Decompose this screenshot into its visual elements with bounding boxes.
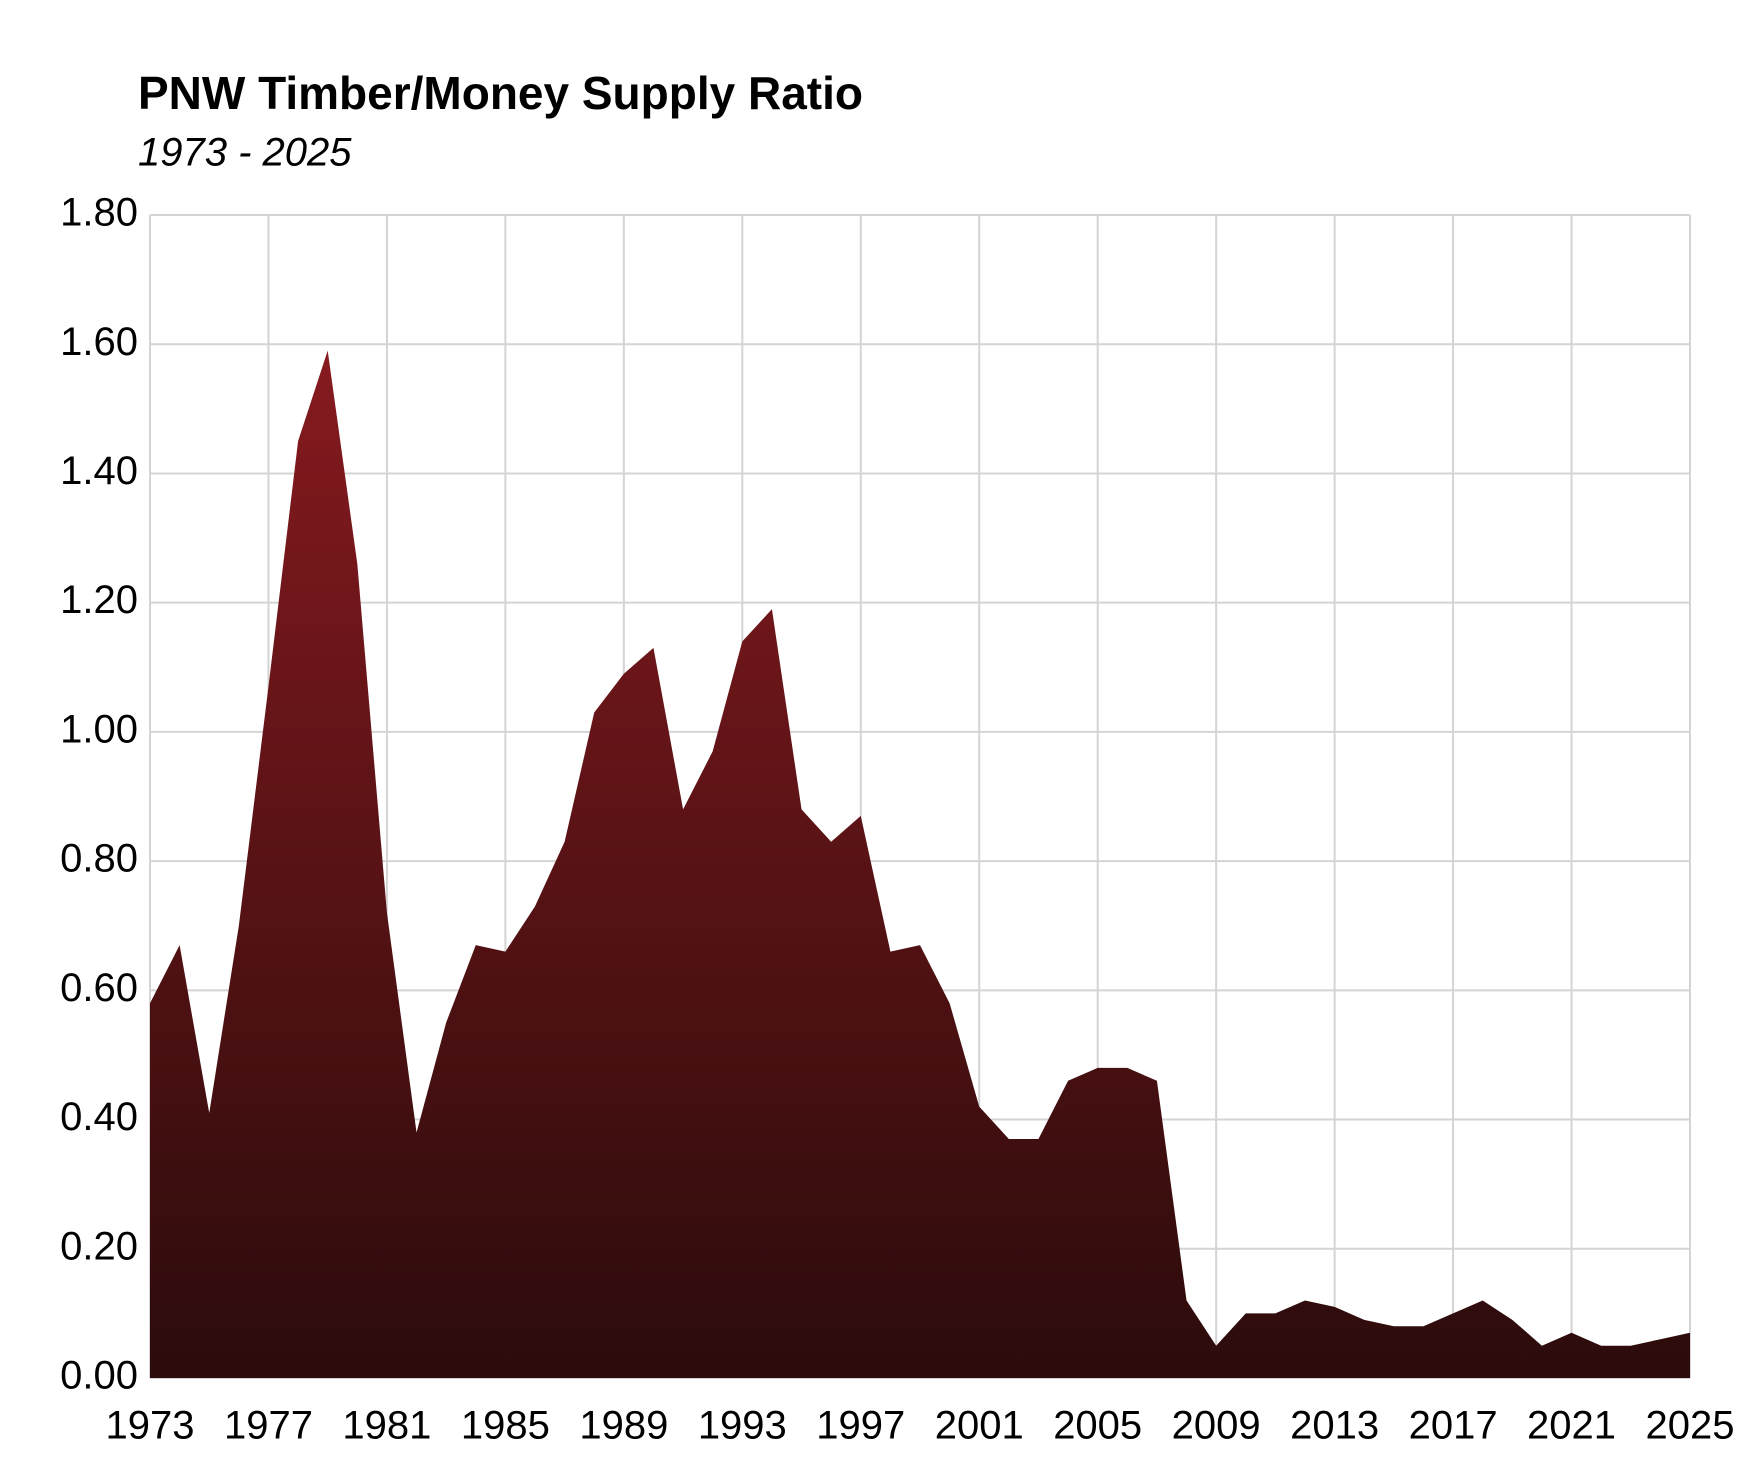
x-tick-label: 1993 — [698, 1404, 787, 1448]
y-tick-label: 1.00 — [60, 707, 138, 751]
x-tick-label: 2001 — [935, 1404, 1024, 1448]
y-tick-label: 1.20 — [60, 578, 138, 622]
chart-subtitle: 1973 - 2025 — [138, 131, 352, 175]
y-tick-label: 0.80 — [60, 837, 138, 881]
area — [150, 350, 1690, 1378]
x-tick-label: 2021 — [1527, 1404, 1616, 1448]
y-tick-label: 0.60 — [60, 966, 138, 1010]
y-tick-label: 1.80 — [60, 191, 138, 235]
chart-title: PNW Timber/Money Supply Ratio — [138, 67, 863, 119]
x-tick-label: 2005 — [1053, 1404, 1142, 1448]
y-tick-label: 1.40 — [60, 449, 138, 493]
x-tick-label: 1973 — [106, 1404, 195, 1448]
x-tick-label: 2017 — [1409, 1404, 1498, 1448]
x-tick-label: 2025 — [1646, 1404, 1735, 1448]
x-tick-label: 1989 — [579, 1404, 668, 1448]
y-tick-label: 0.40 — [60, 1095, 138, 1139]
x-tick-label: 2013 — [1290, 1404, 1379, 1448]
x-tick-label: 1997 — [816, 1404, 905, 1448]
x-tick-label: 1981 — [342, 1404, 431, 1448]
x-tick-label: 1985 — [461, 1404, 550, 1448]
x-tick-label: 1977 — [224, 1404, 313, 1448]
y-tick-label: 0.00 — [60, 1354, 138, 1398]
y-tick-label: 0.20 — [60, 1224, 138, 1268]
x-tick-label: 2009 — [1172, 1404, 1261, 1448]
y-tick-label: 1.60 — [60, 320, 138, 364]
